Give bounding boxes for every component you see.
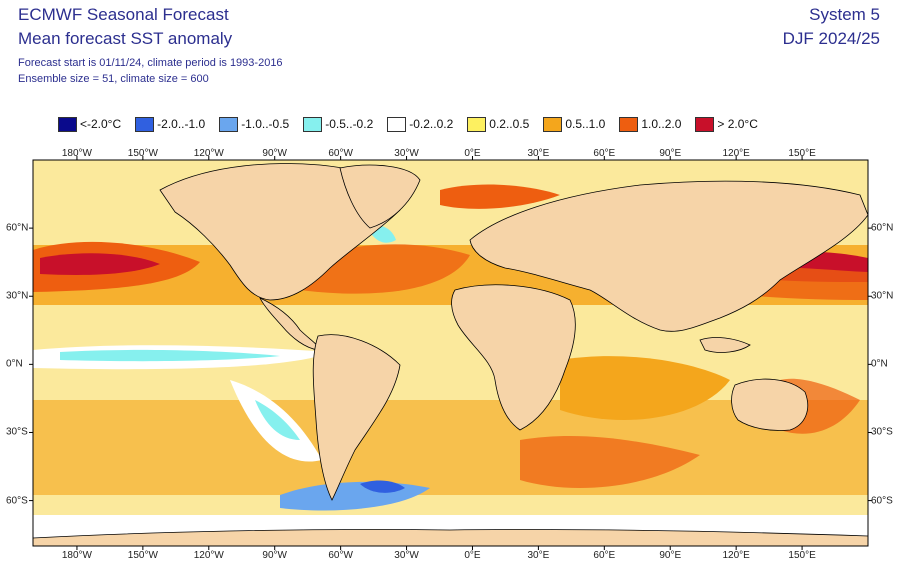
- longitude-label-bot: 30°E: [527, 550, 550, 561]
- legend-item: 1.0..2.0: [619, 116, 682, 132]
- legend-item: -0.2..0.2: [387, 116, 454, 132]
- latitude-label-left: 60°N: [6, 222, 29, 234]
- longitude-label-top: 150°W: [127, 148, 158, 159]
- color-legend: <-2.0°C -2.0..-1.0 -1.0..-0.5 -0.5..-0.2 -0.…: [58, 114, 772, 134]
- legend-swatch: [619, 116, 639, 132]
- latitude-label-left: 30°S: [6, 426, 28, 438]
- latitude-label-left: 60°S: [6, 495, 28, 507]
- legend-label: 1.0..2.0: [641, 117, 682, 131]
- legend-item: -1.0..-0.5: [219, 116, 290, 132]
- longitude-label-bot: 120°W: [193, 550, 224, 561]
- legend-label: > 2.0°C: [717, 117, 758, 131]
- antarctica: [33, 529, 868, 546]
- greenland: [339, 164, 421, 229]
- longitude-label-bot: 180°W: [61, 550, 92, 561]
- system-label: System 5: [809, 5, 880, 24]
- longitude-label-bot: 150°W: [127, 550, 158, 561]
- longitude-label-top: 0°E: [464, 148, 481, 159]
- legend-swatch: [219, 116, 239, 132]
- southeast-asia-islands: [699, 337, 751, 353]
- longitude-label-top: 180°W: [61, 148, 92, 159]
- australia: [731, 378, 809, 431]
- longitude-label-top: 90°E: [659, 148, 682, 159]
- longitude-label-bot: 90°E: [659, 550, 682, 561]
- north-pacific-hotspot: [40, 253, 160, 275]
- legend-label: -2.0..-1.0: [157, 117, 206, 131]
- legend-label: <-2.0°C: [80, 117, 122, 131]
- legend-item: > 2.0°C: [695, 116, 758, 132]
- ensemble-size-info: Ensemble size = 51, climate size = 600: [18, 73, 209, 85]
- legend-item: 0.5..1.0: [543, 116, 606, 132]
- map-title: ECMWF Seasonal Forecast: [18, 5, 229, 24]
- latitude-label-right: 30°S: [871, 426, 893, 438]
- latitude-label-right: 0°N: [871, 358, 888, 370]
- longitude-label-top: 60°E: [593, 148, 616, 159]
- latitude-label-left: 0°N: [6, 358, 23, 370]
- legend-label: 0.5..1.0: [565, 117, 606, 131]
- longitude-label-top: 120°W: [193, 148, 224, 159]
- longitude-label-top: 60°W: [328, 148, 353, 159]
- legend-swatch: [135, 116, 155, 132]
- equatorial-pacific-cool-core: [60, 349, 280, 362]
- south-atlantic-cold-anomaly: [360, 480, 405, 493]
- legend-label: -0.2..0.2: [409, 117, 454, 131]
- legend-item: -0.5..-0.2: [303, 116, 374, 132]
- indian-ocean-warm-anomaly: [560, 356, 730, 420]
- legend-swatch: [303, 116, 323, 132]
- legend-item: <-2.0°C: [58, 116, 122, 132]
- south-america: [312, 334, 401, 501]
- longitude-label-bot: 150°E: [788, 550, 816, 561]
- longitude-label-bot: 90°W: [262, 550, 287, 561]
- legend-item: 0.2..0.5: [467, 116, 530, 132]
- longitude-label-top: 150°E: [788, 148, 816, 159]
- latitude-label-right: 30°N: [871, 290, 894, 302]
- map-frame: [32, 159, 869, 547]
- legend-label: -0.5..-0.2: [325, 117, 374, 131]
- legend-label: -1.0..-0.5: [241, 117, 290, 131]
- legend-swatch: [543, 116, 563, 132]
- longitude-label-top: 90°W: [262, 148, 287, 159]
- longitude-label-bot: 120°E: [722, 550, 750, 561]
- longitude-label-top: 120°E: [722, 148, 750, 159]
- longitude-label-top: 30°E: [527, 148, 550, 159]
- south-indian-warm-anomaly: [520, 435, 700, 488]
- longitude-label-bot: 60°W: [328, 550, 353, 561]
- season-label: DJF 2024/25: [782, 29, 880, 48]
- longitude-label-bot: 30°W: [394, 550, 419, 561]
- legend-swatch: [467, 116, 487, 132]
- legend-item: -2.0..-1.0: [135, 116, 206, 132]
- latitude-label-right: 60°N: [871, 222, 894, 234]
- longitude-label-bot: 0°E: [464, 550, 481, 561]
- longitude-label-bot: 60°E: [593, 550, 616, 561]
- longitude-label-top: 30°W: [394, 148, 419, 159]
- latitude-label-left: 30°N: [6, 290, 29, 302]
- latitude-label-right: 60°S: [871, 495, 893, 507]
- legend-label: 0.2..0.5: [489, 117, 530, 131]
- legend-swatch: [58, 116, 77, 132]
- east-pacific-cool-patch: [255, 400, 300, 440]
- nordic-seas-warm-anomaly: [440, 184, 560, 209]
- north-america: [159, 163, 402, 301]
- forecast-start-info: Forecast start is 01/11/24, climate peri…: [18, 57, 283, 69]
- eurasia: [469, 180, 868, 332]
- map-subtitle: Mean forecast SST anomaly: [18, 29, 233, 48]
- legend-swatch: [387, 116, 407, 132]
- map-tick-marks: [29, 156, 872, 550]
- legend-swatch: [695, 116, 715, 132]
- africa: [451, 284, 576, 431]
- warm-anomaly-belt-south: [33, 400, 868, 495]
